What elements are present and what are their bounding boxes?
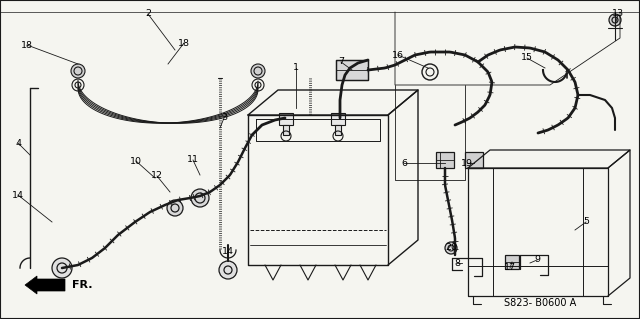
Text: 17: 17 [504,263,516,272]
Text: FR.: FR. [72,280,93,290]
Text: 3: 3 [221,114,227,122]
Text: 19: 19 [461,159,473,167]
Bar [335,125,341,135]
Text: 12: 12 [151,172,163,181]
Circle shape [609,14,621,26]
Text: 9: 9 [534,256,540,264]
Bar [283,125,289,135]
Text: 15: 15 [521,54,533,63]
Text: 14: 14 [12,190,24,199]
Bar [505,255,519,269]
Text: 5: 5 [583,218,589,226]
Text: 18: 18 [21,41,33,49]
Text: 6: 6 [401,159,407,167]
Circle shape [167,200,183,216]
Bar [465,152,483,168]
Bar [279,113,293,125]
Text: 16: 16 [392,50,404,60]
Text: S823- B0600 A: S823- B0600 A [504,298,576,308]
Circle shape [251,64,265,78]
Text: 1: 1 [293,63,299,72]
Circle shape [445,242,457,254]
Circle shape [219,261,237,279]
Text: 7: 7 [338,57,344,66]
Text: 20: 20 [445,243,457,253]
FancyArrow shape [25,276,65,294]
Text: 4: 4 [15,138,21,147]
Text: 2: 2 [145,10,151,19]
Bar [331,113,345,125]
Text: 13: 13 [612,10,624,19]
Bar [436,152,454,168]
Circle shape [52,258,72,278]
Text: 11: 11 [187,155,199,165]
Text: 10: 10 [130,157,142,166]
Circle shape [191,189,209,207]
Text: 18: 18 [178,39,190,48]
Text: 14: 14 [222,248,234,256]
Circle shape [71,64,85,78]
Bar [336,60,368,80]
Text: 8: 8 [454,258,460,268]
